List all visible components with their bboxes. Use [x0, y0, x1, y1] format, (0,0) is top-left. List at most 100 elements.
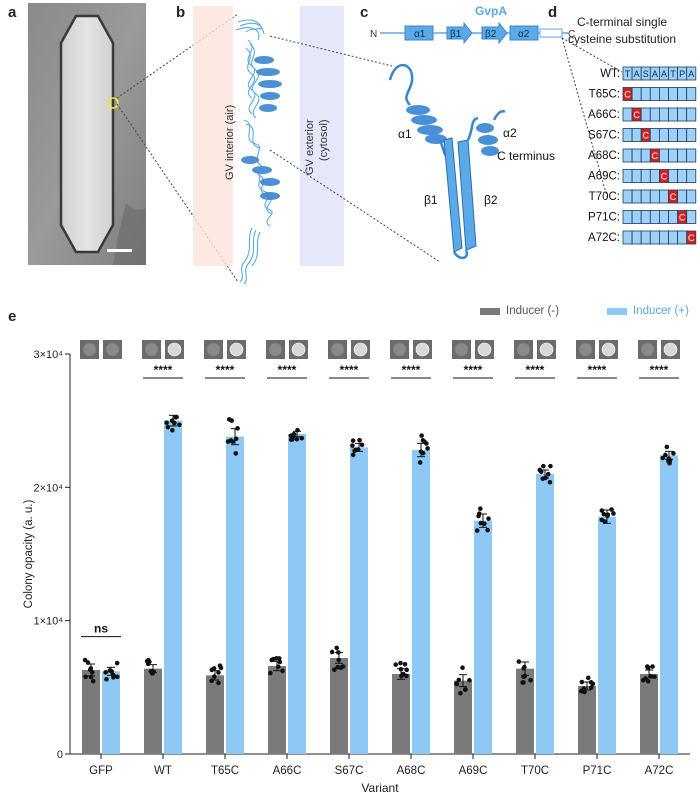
residue-cell	[686, 128, 697, 142]
residue-cell	[622, 148, 633, 163]
panel-letter-b: b	[176, 4, 186, 21]
residue-letter: C	[688, 233, 695, 243]
x-axis-label: Variant	[361, 781, 399, 795]
bar-plus-S67C	[350, 447, 368, 754]
significance-label: ****	[650, 363, 669, 377]
data-point	[335, 664, 340, 670]
x-tick-label: A68C	[397, 765, 426, 777]
colony-spot	[578, 342, 593, 357]
bar-plus-T70C	[536, 474, 554, 754]
gvpa-helices-b	[241, 56, 282, 200]
data-point	[516, 659, 522, 664]
residue-cell	[668, 128, 679, 142]
colony-spot	[392, 342, 407, 357]
colony-spot	[167, 342, 182, 357]
residue-cell	[640, 148, 651, 163]
gvpa-stack-structure	[235, 19, 273, 285]
data-point	[290, 434, 296, 439]
legend-swatch-minus	[480, 307, 500, 315]
residue-cell	[631, 189, 642, 204]
data-point	[165, 424, 171, 430]
legend-item-plus: Inducer (+)	[607, 305, 689, 317]
colony-spot	[477, 342, 492, 357]
data-point	[270, 656, 276, 662]
topology-beta1-label: β1	[450, 29, 462, 40]
data-point	[398, 660, 403, 666]
data-point	[280, 668, 285, 674]
colony-spot	[353, 342, 368, 357]
residue-cell	[686, 169, 697, 183]
data-point	[588, 685, 594, 690]
x-tick-label: GFP	[89, 765, 113, 777]
bar-minus-A66C	[268, 666, 286, 754]
gv-interior-label: GV interior (air)	[224, 105, 236, 180]
substitution-title-line2: cysteine substitution	[568, 32, 676, 46]
residue-cell	[668, 169, 679, 183]
significance-label: ****	[464, 363, 483, 377]
colony-spot	[330, 342, 345, 357]
data-point	[150, 671, 155, 676]
data-point	[355, 447, 361, 452]
data-point	[547, 479, 553, 485]
topology-beta2	[481, 21, 508, 45]
data-point	[393, 662, 398, 667]
residue-cell	[668, 210, 679, 224]
data-point	[474, 528, 480, 533]
colony-spot	[229, 342, 244, 357]
panel-letter-c: c	[360, 4, 369, 21]
colony-spot	[206, 342, 221, 357]
data-point	[299, 435, 305, 441]
beta2-label: β2	[484, 193, 498, 207]
bar-minus-A72C	[640, 674, 658, 754]
y-tick-label: 3×10⁴	[33, 349, 63, 361]
substitution-title-line1: C-terminal single	[577, 15, 667, 29]
zoom-marker	[107, 97, 119, 109]
data-point	[402, 661, 408, 667]
data-point	[357, 437, 362, 443]
residue-letter: A	[661, 69, 667, 79]
bar-plus-P71C	[598, 516, 616, 754]
c-terminus-label: C terminus	[497, 149, 555, 163]
topology-alpha2-label: α2	[518, 29, 530, 40]
significance-label: ****	[588, 363, 607, 377]
residue-cell	[677, 189, 688, 204]
topology-alpha1-label: α1	[414, 29, 426, 40]
x-tick-label: P71C	[583, 765, 612, 777]
residue-cell	[686, 66, 697, 81]
residue-cell	[649, 169, 660, 183]
data-point	[103, 670, 108, 675]
topology-beta1	[446, 21, 473, 45]
significance-label: ****	[278, 363, 297, 377]
data-point	[233, 451, 239, 456]
data-point	[334, 645, 340, 651]
data-point	[467, 677, 472, 683]
x-tick-label: A66C	[273, 765, 302, 777]
residue-letter: C	[643, 131, 650, 141]
alpha2-label: α2	[503, 126, 517, 140]
data-point	[294, 436, 300, 442]
residue-cell	[677, 169, 688, 183]
data-point	[329, 649, 335, 655]
data-point	[235, 426, 240, 431]
bar-plus-A66C	[288, 434, 306, 754]
residue-cell	[640, 189, 651, 204]
residue-cell	[622, 128, 633, 142]
x-tick-label: WT	[154, 765, 172, 777]
residue-cell	[677, 230, 688, 245]
data-point	[268, 670, 273, 676]
residue-cell	[640, 107, 651, 122]
residue-cell	[649, 128, 660, 142]
residue-cell	[677, 87, 688, 101]
colony-spot	[454, 342, 469, 357]
residue-cell	[668, 87, 679, 101]
y-tick-label: 0	[57, 749, 63, 761]
bar-plus-WT	[164, 420, 182, 754]
seq-row-label: T70C:	[589, 191, 620, 203]
residue-cell	[622, 189, 633, 204]
data-point	[458, 690, 463, 696]
residue-cell	[668, 148, 679, 163]
gv-exterior-label-line1: GV exterior	[304, 119, 316, 175]
data-point	[482, 521, 487, 527]
data-point	[671, 451, 676, 456]
